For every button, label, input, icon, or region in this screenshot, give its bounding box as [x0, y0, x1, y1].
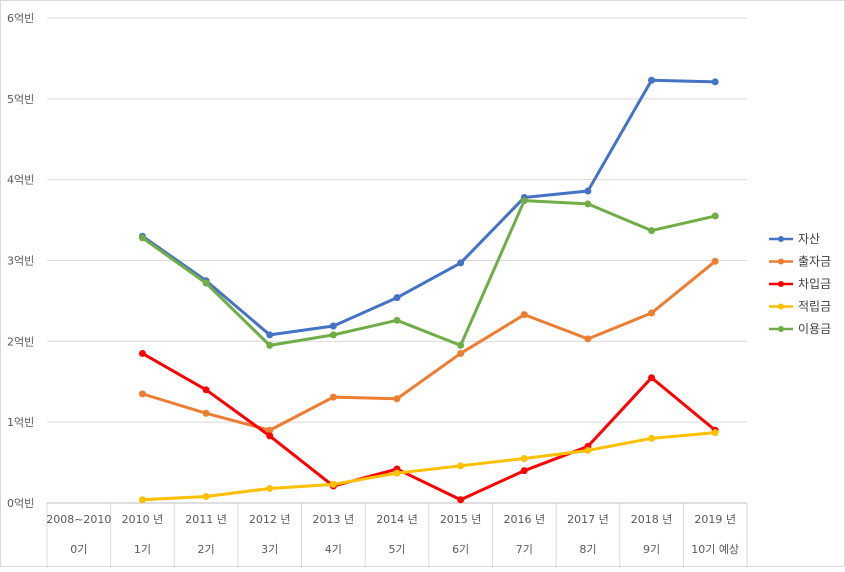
data-point: [457, 341, 465, 349]
data-point: [266, 331, 274, 339]
x-tick-term: 9기: [643, 543, 660, 556]
data-point: [266, 426, 274, 434]
data-point: [711, 429, 719, 437]
legend-marker-4: [778, 326, 784, 332]
data-point: [329, 480, 337, 488]
data-point: [711, 78, 719, 86]
legend-label-2: 차입금: [798, 277, 831, 291]
data-point: [648, 374, 656, 382]
x-axis: 2008~2010 0기 2010 년 1기 2011 년 2기 2012 년 3기 2013 …: [46, 502, 748, 568]
x-tick-year: 2010 년: [122, 513, 164, 526]
legend-marker-2: [778, 281, 784, 287]
data-point: [520, 311, 528, 319]
data-point: [138, 496, 146, 504]
x-tick-year: 2019 년: [694, 513, 736, 526]
data-point: [138, 390, 146, 398]
data-point: [520, 455, 528, 463]
data-point: [457, 462, 465, 470]
x-tick-year: 2018 년: [631, 513, 673, 526]
data-point: [711, 257, 719, 265]
data-point: [711, 212, 719, 220]
data-point: [266, 341, 274, 349]
x-tick-year: 2016 년: [503, 513, 545, 526]
series-line-0: [140, 78, 717, 337]
y-tick-label: 3억빈: [7, 255, 34, 268]
data-point: [138, 349, 146, 357]
x-tick-year: 2013 년: [313, 513, 355, 526]
x-tick-year: 2012 년: [249, 513, 291, 526]
data-point: [329, 331, 337, 339]
series-line-1: [140, 259, 717, 432]
series-line-4: [140, 199, 717, 347]
x-tick-term: 3기: [261, 543, 278, 556]
data-point: [457, 496, 465, 504]
x-tick-term: 5기: [388, 543, 405, 556]
data-point: [202, 386, 210, 394]
data-point: [584, 446, 592, 454]
legend-label-3: 적립금: [798, 300, 831, 314]
x-tick-term: 6기: [452, 543, 469, 556]
data-point: [457, 349, 465, 357]
data-point: [329, 322, 337, 330]
data-point: [520, 197, 528, 205]
x-tick-term: 2기: [198, 543, 215, 556]
y-tick-label: 2억빈: [7, 335, 34, 348]
data-point: [138, 234, 146, 242]
y-axis: 0억빈 1억빈 2억빈 3억빈 4억빈 5억빈 6억빈: [7, 12, 34, 510]
data-point: [266, 484, 274, 492]
x-tick-term: 1기: [134, 543, 151, 556]
data-point: [266, 432, 274, 440]
y-tick-label: 0억빈: [7, 497, 34, 510]
x-tick-term: 0기: [70, 543, 87, 556]
y-tick-label: 5억빈: [7, 93, 34, 106]
data-point: [393, 294, 401, 302]
y-tick-label: 1억빈: [7, 416, 34, 429]
data-point: [648, 434, 656, 442]
legend-label-4: 이용금: [798, 322, 831, 336]
data-point: [457, 259, 465, 267]
x-tick-term: 10기 예상: [691, 543, 739, 556]
gridlines: [47, 17, 747, 504]
data-point: [648, 227, 656, 235]
data-point: [393, 316, 401, 324]
x-tick-term: 8기: [579, 543, 596, 556]
x-tick-year: 2017 년: [567, 513, 609, 526]
data-point: [202, 493, 210, 501]
data-point: [648, 309, 656, 317]
data-point: [648, 76, 656, 84]
legend-label-1: 출자금: [798, 255, 831, 269]
data-point: [393, 395, 401, 403]
x-tick-year: 2015 년: [440, 513, 482, 526]
y-tick-label: 6억빈: [7, 12, 34, 25]
x-tick-year: 2008~2010: [46, 513, 111, 526]
data-point: [520, 467, 528, 475]
y-tick-label: 4억빈: [7, 174, 34, 187]
data-point: [329, 393, 337, 401]
legend-marker-0: [778, 236, 784, 242]
series-line-3: [140, 431, 717, 502]
series-lines: [138, 76, 719, 504]
legend-marker-1: [778, 258, 784, 265]
data-point: [393, 469, 401, 477]
legend-label-0: 자산: [798, 232, 820, 246]
series-line-2: [140, 351, 717, 502]
x-tick-term: 4기: [325, 543, 342, 556]
data-point: [202, 409, 210, 417]
data-point: [584, 187, 592, 195]
x-tick-term: 7기: [516, 543, 533, 556]
x-tick-year: 2014 년: [376, 513, 418, 526]
x-tick-year: 2011 년: [185, 513, 227, 526]
data-point: [584, 200, 592, 208]
data-point: [584, 335, 592, 343]
legend-marker-3: [778, 303, 784, 310]
data-point: [202, 279, 210, 287]
